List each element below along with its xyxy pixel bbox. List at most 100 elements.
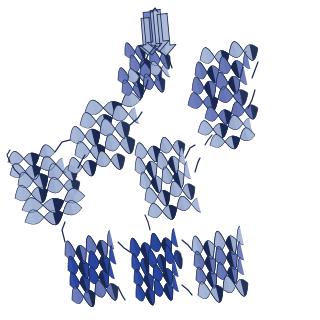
Polygon shape [148, 188, 166, 206]
Polygon shape [72, 272, 88, 293]
Polygon shape [153, 233, 169, 256]
Polygon shape [103, 105, 121, 130]
Polygon shape [163, 268, 172, 285]
Polygon shape [216, 72, 228, 89]
Polygon shape [200, 48, 214, 63]
Polygon shape [99, 255, 110, 274]
Polygon shape [210, 107, 227, 124]
Polygon shape [25, 165, 41, 180]
Polygon shape [144, 273, 153, 290]
Polygon shape [228, 76, 240, 93]
Polygon shape [162, 181, 177, 206]
Polygon shape [68, 158, 82, 173]
Polygon shape [52, 188, 76, 213]
Polygon shape [24, 153, 39, 166]
Polygon shape [198, 282, 211, 299]
Polygon shape [155, 39, 165, 54]
Polygon shape [162, 167, 173, 184]
Polygon shape [96, 115, 112, 130]
Polygon shape [129, 71, 140, 86]
Polygon shape [215, 276, 230, 302]
Polygon shape [143, 61, 157, 84]
Polygon shape [80, 236, 93, 264]
Polygon shape [46, 156, 66, 172]
Polygon shape [218, 110, 231, 124]
Polygon shape [232, 128, 248, 149]
Polygon shape [227, 251, 237, 269]
Polygon shape [75, 126, 95, 146]
Polygon shape [122, 80, 133, 95]
Polygon shape [218, 87, 233, 102]
Polygon shape [208, 231, 221, 259]
Polygon shape [33, 174, 48, 189]
Polygon shape [160, 52, 170, 69]
Polygon shape [68, 256, 78, 275]
Polygon shape [14, 151, 33, 166]
Polygon shape [91, 267, 107, 287]
Polygon shape [91, 251, 108, 274]
Polygon shape [136, 284, 145, 301]
Polygon shape [44, 210, 63, 225]
Polygon shape [138, 284, 153, 305]
Polygon shape [157, 190, 170, 206]
Polygon shape [151, 233, 161, 252]
Polygon shape [72, 287, 84, 304]
Polygon shape [38, 177, 57, 203]
Polygon shape [88, 151, 105, 176]
Polygon shape [198, 121, 213, 135]
Polygon shape [47, 177, 64, 193]
Polygon shape [43, 198, 64, 213]
Polygon shape [204, 81, 216, 98]
Polygon shape [194, 251, 205, 269]
Polygon shape [92, 100, 115, 116]
Polygon shape [216, 246, 227, 265]
Polygon shape [20, 185, 42, 203]
Polygon shape [39, 164, 57, 189]
Polygon shape [223, 276, 236, 293]
Polygon shape [231, 242, 244, 269]
Polygon shape [31, 187, 47, 203]
Polygon shape [80, 276, 89, 293]
Polygon shape [148, 204, 162, 218]
Polygon shape [151, 65, 162, 80]
Polygon shape [210, 134, 225, 148]
Polygon shape [91, 119, 109, 146]
Polygon shape [82, 160, 96, 176]
Polygon shape [115, 122, 130, 139]
Polygon shape [127, 43, 143, 60]
Polygon shape [195, 236, 212, 259]
Polygon shape [63, 201, 82, 215]
Polygon shape [167, 275, 179, 300]
Polygon shape [182, 184, 195, 199]
Polygon shape [150, 61, 161, 76]
Polygon shape [203, 96, 218, 111]
Polygon shape [220, 115, 236, 138]
Polygon shape [75, 141, 90, 158]
Polygon shape [132, 253, 140, 272]
Polygon shape [140, 12, 162, 55]
Polygon shape [75, 287, 92, 307]
Polygon shape [125, 43, 135, 58]
Polygon shape [80, 141, 100, 161]
Polygon shape [161, 238, 172, 256]
Polygon shape [32, 156, 49, 179]
Polygon shape [220, 72, 236, 93]
Polygon shape [130, 238, 140, 257]
Polygon shape [89, 267, 99, 284]
Polygon shape [15, 164, 35, 180]
Polygon shape [135, 45, 145, 60]
Polygon shape [31, 145, 48, 166]
Polygon shape [64, 188, 85, 203]
Polygon shape [96, 151, 111, 167]
Polygon shape [205, 256, 216, 274]
Polygon shape [70, 126, 85, 143]
Polygon shape [193, 93, 213, 111]
Polygon shape [67, 241, 84, 264]
Polygon shape [153, 61, 170, 77]
Polygon shape [146, 161, 157, 178]
Polygon shape [211, 262, 223, 288]
Polygon shape [164, 245, 173, 264]
Polygon shape [153, 264, 163, 281]
Polygon shape [140, 258, 149, 277]
Polygon shape [140, 58, 150, 75]
